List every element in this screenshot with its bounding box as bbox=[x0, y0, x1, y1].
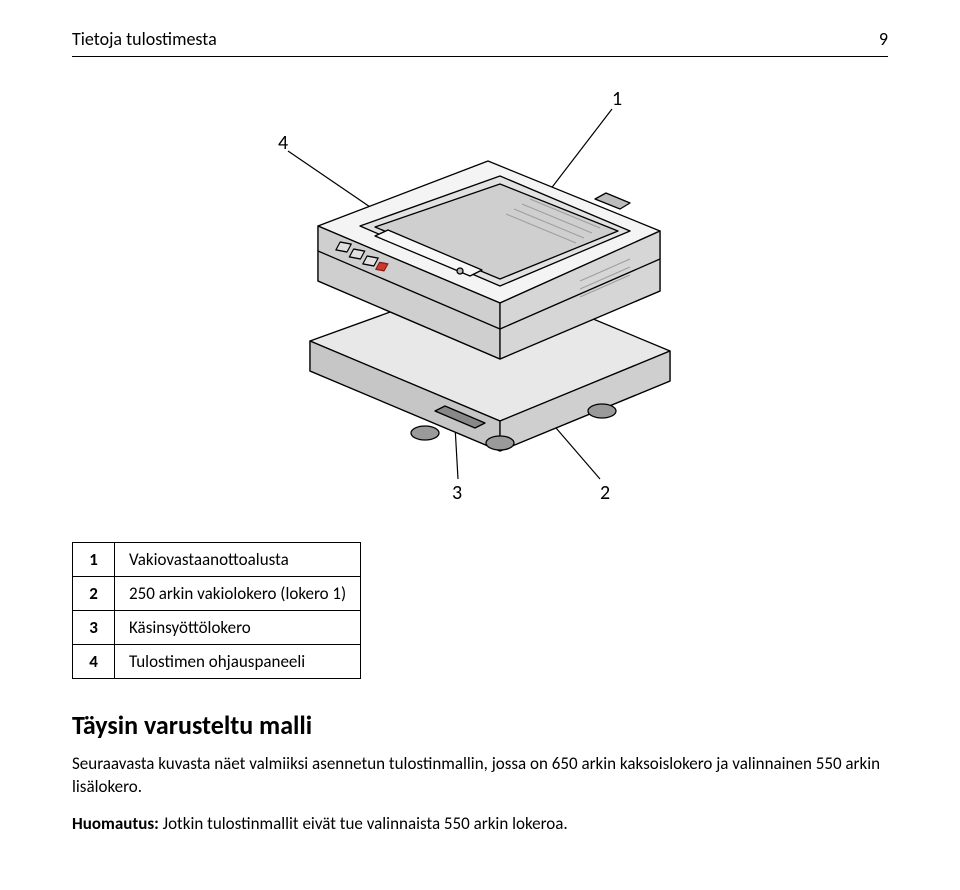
note-label: Huomautus: bbox=[72, 813, 159, 834]
part-label: Tulostimen ohjauspaneeli bbox=[115, 645, 361, 679]
part-number: 1 bbox=[73, 543, 115, 577]
section-heading: Täysin varusteltu malli bbox=[72, 709, 888, 741]
table-row: 2 250 arkin vakiolokero (lokero 1) bbox=[73, 577, 361, 611]
header-title: Tietoja tulostimesta bbox=[72, 28, 217, 50]
part-number: 2 bbox=[73, 577, 115, 611]
parts-table: 1 Vakiovastaanottoalusta 2 250 arkin vak… bbox=[72, 542, 361, 679]
callout-1: 1 bbox=[612, 87, 622, 111]
part-number: 4 bbox=[73, 645, 115, 679]
part-label: Vakiovastaanottoalusta bbox=[115, 543, 361, 577]
header-page-number: 9 bbox=[879, 28, 888, 50]
section-note: Huomautus: Jotkin tulostinmallit eivät t… bbox=[72, 813, 888, 836]
table-row: 3 Käsinsyöttölokero bbox=[73, 611, 361, 645]
section-paragraph: Seuraavasta kuvasta näet valmiiksi asenn… bbox=[72, 753, 888, 799]
note-text: Jotkin tulostinmallit eivät tue valinnai… bbox=[159, 813, 568, 834]
callout-2: 2 bbox=[600, 481, 610, 505]
part-label: Käsinsyöttölokero bbox=[115, 611, 361, 645]
printer-illustration: 1 4 3 2 bbox=[200, 81, 760, 511]
part-label: 250 arkin vakiolokero (lokero 1) bbox=[115, 577, 361, 611]
part-number: 3 bbox=[73, 611, 115, 645]
printer-diagram: 1 4 3 2 bbox=[72, 81, 888, 516]
page-header: Tietoja tulostimesta 9 bbox=[72, 28, 888, 57]
callout-3: 3 bbox=[452, 481, 462, 505]
table-row: 1 Vakiovastaanottoalusta bbox=[73, 543, 361, 577]
table-row: 4 Tulostimen ohjauspaneeli bbox=[73, 645, 361, 679]
callout-4: 4 bbox=[278, 131, 288, 155]
